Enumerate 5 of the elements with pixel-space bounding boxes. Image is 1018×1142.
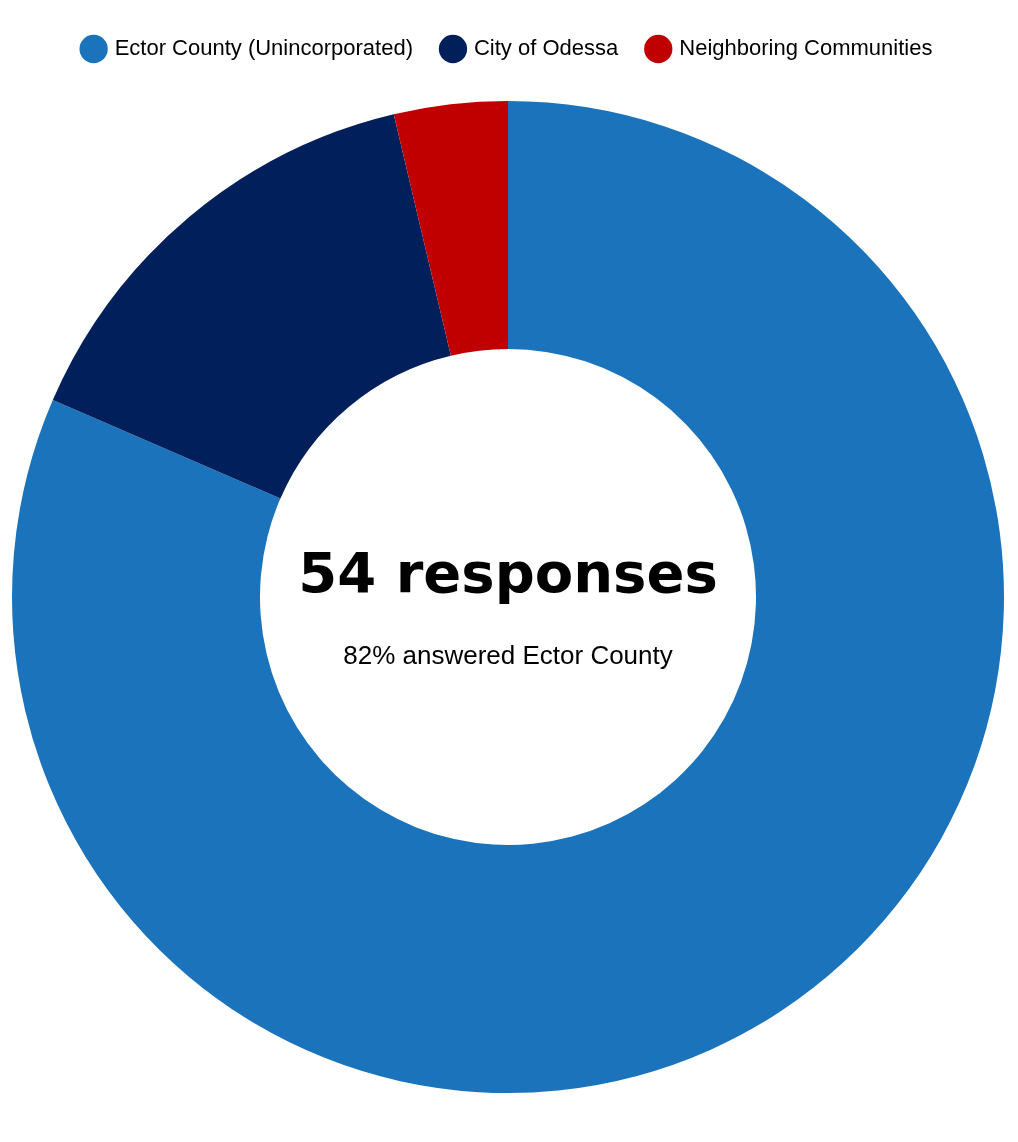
text: 54 responses	[298, 539, 718, 605]
text: 82% answered Ector County	[343, 640, 673, 671]
legend-label: Neighboring Communities	[679, 35, 933, 61]
legend-label: City of Odessa	[473, 35, 620, 61]
legend-label: Ector County (Unincorporated)	[114, 35, 413, 61]
